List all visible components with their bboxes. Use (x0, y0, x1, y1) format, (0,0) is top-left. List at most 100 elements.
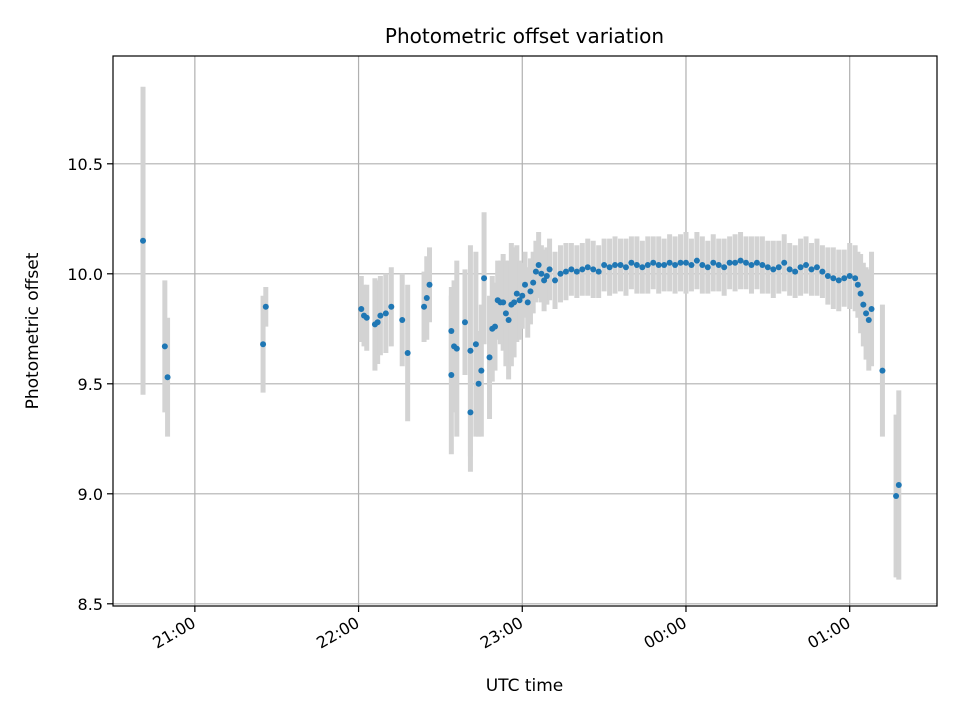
data-point (374, 319, 381, 326)
data-point (857, 290, 864, 297)
data-point (500, 299, 507, 306)
data-point (622, 264, 629, 271)
data-point (164, 374, 171, 381)
data-point (803, 262, 810, 268)
data-point (710, 259, 717, 266)
y-axis-ticks: 8.5 9.0 9.5 10.0 10.5 (67, 155, 113, 614)
data-point (467, 347, 474, 354)
data-point (895, 482, 902, 488)
data-point (140, 237, 147, 244)
data-point (467, 409, 474, 416)
data-point (486, 354, 493, 361)
data-point (535, 262, 542, 268)
data-point (516, 297, 523, 304)
data-point (453, 345, 460, 352)
data-point (478, 367, 485, 374)
data-point (650, 259, 657, 266)
data-point (743, 259, 750, 266)
data-point (541, 277, 548, 284)
data-point (573, 268, 580, 275)
data-point (481, 275, 488, 282)
data-point (726, 259, 733, 266)
data-point (764, 264, 771, 271)
data-point (601, 262, 608, 268)
data-point (628, 259, 635, 266)
data-point (677, 259, 684, 266)
data-point (672, 262, 679, 268)
data-point (863, 310, 870, 317)
data-point (590, 266, 597, 273)
data-point (262, 303, 269, 310)
data-point (472, 341, 479, 348)
data-point (841, 275, 848, 282)
data-point (426, 281, 433, 288)
data-point (644, 262, 651, 268)
data-point (753, 259, 760, 266)
data-point (737, 257, 744, 264)
data-point (511, 299, 518, 306)
data-point (595, 268, 602, 275)
data-point (808, 266, 815, 273)
data-point (382, 310, 389, 317)
data-point (491, 323, 498, 330)
data-point (448, 372, 455, 378)
data-point (860, 301, 867, 308)
data-point (835, 277, 842, 284)
y-tick-label: 9.5 (78, 375, 103, 394)
data-point (666, 259, 673, 266)
data-point (846, 273, 853, 279)
data-point (524, 299, 531, 306)
data-point (797, 264, 804, 271)
data-point (423, 295, 430, 301)
data-point (562, 268, 569, 275)
data-point (868, 306, 875, 312)
data-point (813, 264, 820, 271)
data-point (260, 341, 267, 348)
grid (113, 56, 937, 606)
data-point (721, 264, 728, 271)
data-point (639, 264, 646, 271)
data-point (655, 262, 662, 268)
data-point (617, 262, 624, 268)
data-point (830, 275, 837, 282)
data-point (732, 259, 739, 266)
y-tick-label: 10.5 (67, 155, 103, 174)
data-point (557, 270, 564, 277)
data-point (606, 264, 613, 271)
data-point (824, 273, 831, 279)
data-point (748, 262, 755, 268)
data-point (704, 264, 711, 271)
data-point (584, 264, 591, 271)
data-point (759, 262, 766, 268)
data-point (530, 279, 537, 286)
data-point (552, 277, 559, 284)
data-point (879, 367, 886, 374)
data-point (893, 493, 900, 499)
data-point (854, 281, 861, 288)
data-point (161, 343, 168, 350)
data-point (819, 268, 826, 275)
y-tick-label: 8.5 (78, 595, 103, 614)
data-point (461, 319, 468, 326)
data-point (568, 266, 575, 273)
y-axis-title: Photometric offset (23, 252, 43, 409)
data-point (661, 262, 668, 268)
data-point (693, 257, 700, 264)
data-point (527, 288, 534, 295)
data-point (363, 314, 370, 321)
data-point (699, 262, 706, 268)
data-point (519, 292, 526, 299)
data-point (715, 262, 722, 268)
data-point (852, 275, 859, 282)
data-point (546, 266, 553, 273)
data-point (421, 303, 428, 310)
data-point (775, 264, 782, 271)
chart-title: Photometric offset variation (385, 24, 664, 48)
data-point (377, 312, 384, 319)
data-point (505, 317, 512, 323)
data-point (688, 262, 695, 268)
data-point (358, 306, 365, 312)
data-point (388, 303, 395, 310)
data-point (781, 259, 788, 266)
